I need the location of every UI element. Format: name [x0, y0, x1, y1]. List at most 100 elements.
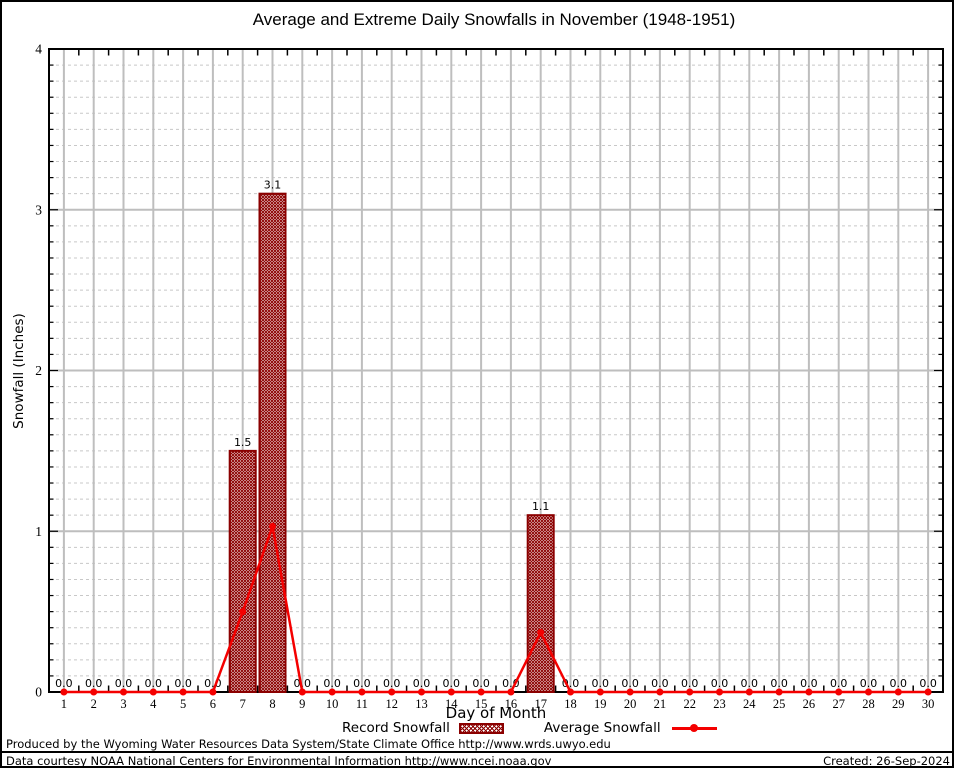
x-tick-label-3: 3: [120, 697, 126, 711]
x-tick-label-23: 23: [713, 697, 726, 711]
value-label-day-5: 0.0: [174, 677, 192, 690]
avg-marker-day-14: [447, 688, 455, 696]
avg-marker-day-13: [418, 688, 425, 696]
x-tick-label-29: 29: [892, 697, 905, 711]
x-tick-label-4: 4: [150, 697, 157, 711]
chart-legend: Record Snowfall Average Snowfall: [342, 720, 717, 736]
y-axis-title: Snowfall (Inches): [11, 313, 27, 429]
value-label-day-27: 0.0: [830, 677, 848, 690]
x-tick-label-8: 8: [269, 697, 275, 711]
value-label-day-26: 0.0: [800, 677, 818, 690]
value-label-day-8: 3.1: [264, 179, 282, 192]
y-tick-label-4: 4: [35, 42, 42, 57]
legend-average-snowfall-label: Average Snowfall: [543, 720, 661, 736]
producer-credit: Produced by the Wyoming Water Resources …: [6, 737, 611, 751]
avg-marker-day-27: [835, 688, 843, 696]
value-label-day-13: 0.0: [413, 677, 431, 690]
value-label-day-29: 0.0: [890, 677, 908, 690]
x-tick-label-19: 19: [594, 697, 607, 711]
x-tick-label-12: 12: [385, 697, 398, 711]
avg-marker-day-22: [686, 688, 694, 696]
value-label-day-4: 0.0: [145, 677, 163, 690]
bar-day-8: [258, 192, 287, 694]
bar-day-17: [526, 514, 555, 693]
average-snowfall-line: [63, 521, 929, 694]
x-tick-label-14: 14: [445, 697, 458, 711]
value-label-day-20: 0.0: [621, 677, 639, 690]
avg-marker-day-24: [745, 688, 753, 696]
value-label-day-23: 0.0: [711, 677, 729, 690]
chart-title: Average and Extreme Daily Snowfalls in N…: [252, 10, 736, 29]
avg-marker-day-25: [775, 688, 783, 696]
value-label-day-12: 0.0: [383, 677, 401, 690]
y-tick-label-1: 1: [35, 524, 42, 539]
value-label-day-15: 0.0: [472, 677, 490, 690]
value-label-day-1: 0.0: [55, 677, 73, 690]
x-tick-label-9: 9: [299, 697, 305, 711]
x-tick-label-21: 21: [654, 697, 667, 711]
avg-marker-day-21: [656, 688, 664, 696]
value-label-day-30: 0.0: [919, 677, 937, 690]
value-label-day-3: 0.0: [115, 677, 133, 690]
value-label-day-18: 0.0: [562, 677, 580, 690]
avg-marker-day-11: [358, 688, 366, 696]
value-label-day-2: 0.0: [85, 677, 103, 690]
value-label-day-7: 1.5: [234, 436, 252, 449]
y-tick-label-3: 3: [35, 202, 42, 217]
x-tick-label-26: 26: [803, 697, 816, 711]
x-tick-label-1: 1: [61, 697, 67, 711]
x-tick-label-7: 7: [240, 697, 246, 711]
avg-marker-day-28: [865, 688, 872, 696]
avg-marker-day-9: [298, 688, 306, 696]
avg-marker-day-7: [239, 608, 247, 616]
bar-day-7: [228, 449, 257, 693]
value-label-day-22: 0.0: [681, 677, 699, 690]
data-credit: Data courtesy NOAA National Centers for …: [6, 754, 552, 768]
x-tick-label-25: 25: [773, 697, 786, 711]
created-date: Created: 26-Sep-2024: [823, 754, 950, 768]
avg-marker-day-19: [596, 688, 604, 696]
y-tick-label-0: 0: [35, 685, 42, 700]
avg-marker-day-6: [209, 688, 217, 696]
x-axis-title: Day of Month: [445, 704, 547, 722]
avg-marker-day-15: [477, 688, 485, 696]
avg-marker-day-18: [567, 688, 574, 696]
y-tick-label-2: 2: [35, 363, 42, 378]
avg-marker-day-5: [179, 688, 187, 696]
value-label-day-19: 0.0: [592, 677, 610, 690]
avg-marker-day-16: [507, 688, 515, 696]
x-tick-label-15: 15: [475, 697, 488, 711]
value-label-day-14: 0.0: [443, 677, 461, 690]
avg-marker-day-1: [60, 688, 68, 696]
avg-marker-day-30: [924, 688, 932, 696]
value-label-day-28: 0.0: [860, 677, 878, 690]
x-tick-label-28: 28: [862, 697, 875, 711]
value-label-day-10: 0.0: [323, 677, 341, 690]
value-label-day-24: 0.0: [741, 677, 759, 690]
avg-marker-day-17: [537, 629, 545, 637]
x-tick-label-6: 6: [210, 697, 216, 711]
x-tick-label-30: 30: [922, 697, 935, 711]
value-label-day-25: 0.0: [770, 677, 788, 690]
average-snowfall-marker-icon: [690, 724, 699, 732]
avg-marker-day-23: [716, 688, 723, 696]
x-tick-label-11: 11: [356, 697, 368, 711]
x-tick-label-16: 16: [505, 697, 518, 711]
avg-marker-day-4: [149, 688, 157, 696]
x-tick-label-27: 27: [832, 697, 845, 711]
x-tick-label-2: 2: [91, 697, 97, 711]
avg-marker-day-29: [894, 688, 902, 696]
value-label-day-17: 1.1: [532, 500, 550, 513]
x-tick-label-18: 18: [564, 697, 577, 711]
value-label-day-21: 0.0: [651, 677, 669, 690]
legend-record-snowfall-label: Record Snowfall: [342, 720, 450, 736]
avg-marker-day-20: [626, 688, 634, 696]
x-tick-label-17: 17: [534, 697, 547, 711]
value-label-day-16: 0.0: [502, 677, 520, 690]
value-label-day-9: 0.0: [294, 677, 312, 690]
x-tick-label-20: 20: [624, 697, 637, 711]
x-tick-label-24: 24: [743, 697, 756, 711]
x-tick-label-22: 22: [683, 697, 696, 711]
